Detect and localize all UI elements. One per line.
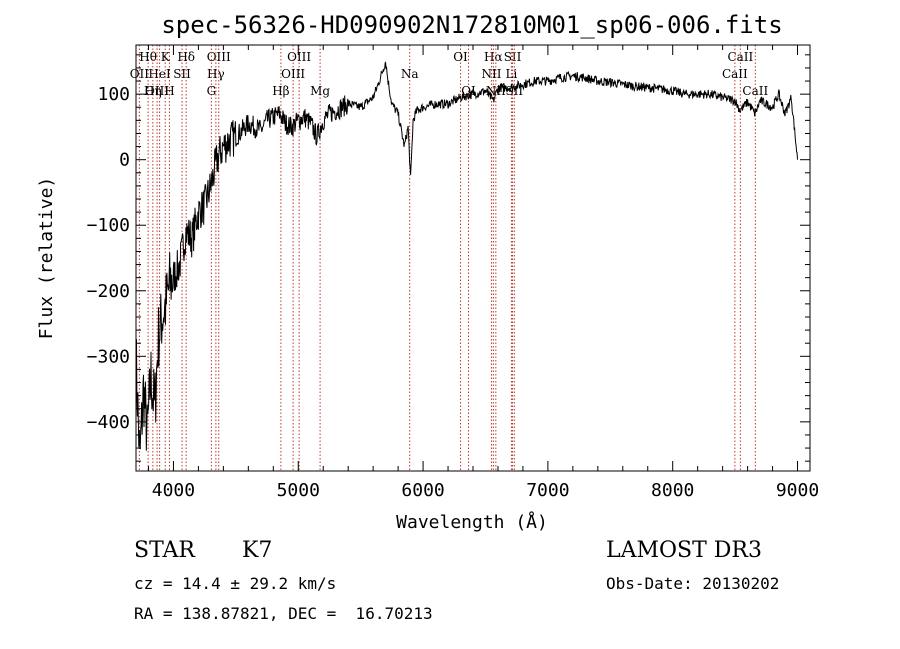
line-marker-label: OI	[461, 84, 476, 98]
y-tick-label: −200	[87, 281, 130, 302]
x-axis-label: Wavelength (Å)	[396, 511, 548, 533]
line-marker-label: CaII	[742, 84, 768, 98]
x-tick-label: 7000	[526, 480, 569, 501]
x-tick-label: 6000	[401, 480, 444, 501]
line-marker-label: OIII	[207, 50, 231, 64]
chart-title: spec-56326-HD090902N172810M01_sp06-006.f…	[161, 11, 782, 39]
line-marker-label: OIII	[281, 67, 305, 81]
coordinates-readout: RA = 138.87821, DEC = 16.70213	[134, 604, 433, 623]
line-marker-label: Hβ	[272, 84, 289, 98]
line-marker-label: OIII	[287, 50, 311, 64]
object-subclass-label: K7	[242, 538, 273, 563]
line-marker-label: Hδ	[177, 50, 195, 64]
redshift-readout: cz = 14.4 ± 29.2 km/s	[134, 574, 337, 593]
line-marker-label: K	[161, 50, 171, 64]
line-marker-label: Hθ	[139, 50, 157, 64]
survey-label: LAMOST DR3	[606, 538, 762, 563]
line-marker-label: CaII	[727, 50, 753, 64]
line-marker-label: NII	[481, 67, 501, 81]
line-marker-label: Hη	[144, 84, 162, 98]
line-marker-label: OI	[453, 50, 468, 64]
line-marker-label: Mg	[310, 84, 330, 98]
object-class-label: STAR	[134, 538, 195, 563]
x-tick-label: 9000	[776, 480, 819, 501]
line-marker-label: OII	[130, 67, 150, 81]
y-axis-label: Flux (relative)	[36, 177, 57, 340]
axis-ticks: 4000 5000 6000 7000 8000 9000 100 0 −100 −200 −300…	[87, 45, 819, 501]
x-tick-label: 8000	[651, 480, 694, 501]
line-marker-label: OIII	[145, 84, 169, 98]
line-marker-label: Li	[506, 67, 518, 81]
obs-date-readout: Obs-Date: 20130202	[606, 574, 780, 593]
spectrum-line	[135, 61, 798, 451]
plot-frame	[135, 44, 811, 472]
x-tick-label: 5000	[277, 480, 320, 501]
line-marker-label: Na	[401, 67, 419, 81]
y-tick-label: 100	[97, 84, 130, 105]
line-marker-label: H	[164, 84, 174, 98]
line-markers: Hθ OII OIII K HeI Hη SII H Hδ OIII Hγ G Hβ OIII OIII Mg…	[130, 45, 768, 471]
line-marker-label: CaII	[722, 67, 748, 81]
y-tick-label: −100	[87, 215, 130, 236]
line-marker-label: HeI	[148, 67, 171, 81]
line-marker-label: Hγ	[207, 67, 225, 81]
line-marker-label: SII	[504, 50, 522, 64]
x-tick-label: 4000	[152, 480, 195, 501]
y-tick-label: −300	[87, 346, 130, 367]
line-marker-label: G	[207, 84, 217, 98]
y-tick-label: 0	[119, 150, 130, 171]
line-marker-label: SII	[173, 67, 191, 81]
y-tick-label: −400	[87, 412, 130, 433]
line-marker-label: Hα	[484, 50, 503, 64]
